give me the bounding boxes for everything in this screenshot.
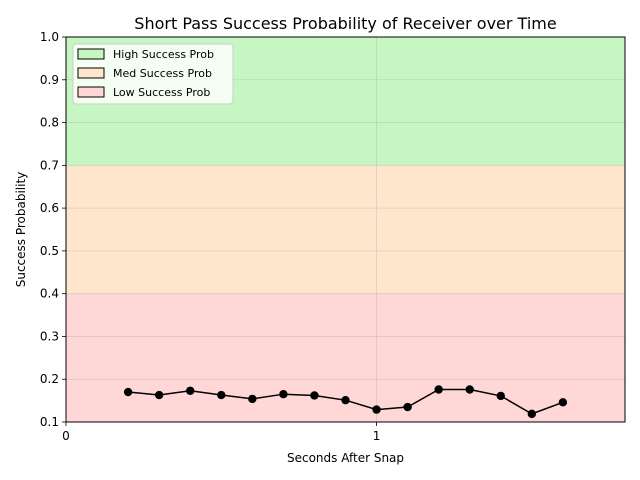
x-tick-label: 1 <box>373 429 381 443</box>
data-point <box>123 387 133 397</box>
y-tick-label: 0.9 <box>40 73 59 87</box>
data-point <box>310 391 319 400</box>
y-axis-label: Success Probability <box>14 172 28 288</box>
band-1 <box>66 165 625 294</box>
legend-label: Med Success Prob <box>113 67 212 80</box>
legend-swatch <box>77 86 105 98</box>
series-layer <box>123 385 568 419</box>
plot-frame <box>65 36 626 423</box>
data-point <box>248 394 257 404</box>
legend-label: Low Success Prob <box>113 86 210 99</box>
x-axis-label: Seconds After Snap <box>287 451 404 465</box>
data-point <box>434 385 443 394</box>
y-axis: 0.1 0.2 0.3 0.4 0.5 0.6 0.7 0.8 0.9 1.0 <box>40 30 66 429</box>
chart-title: Short Pass Success Probability of Receiv… <box>134 14 556 33</box>
data-point <box>186 386 195 395</box>
data-point <box>558 398 568 407</box>
data-point <box>527 409 537 419</box>
y-tick-label: 0.7 <box>40 158 59 172</box>
data-point <box>465 385 474 394</box>
data-point <box>341 395 350 405</box>
x-tick-label: 0 <box>62 429 70 443</box>
legend-swatch <box>77 67 105 79</box>
data-point <box>372 405 381 414</box>
data-point <box>154 390 164 400</box>
legend: High Success Prob Med Success Prob Low Suc… <box>72 43 234 105</box>
y-tick-label: 0.5 <box>40 244 59 258</box>
y-tick-label: 1.0 <box>40 30 59 44</box>
legend-frame <box>72 43 234 105</box>
y-tick-label: 0.6 <box>40 201 59 215</box>
y-tick-label: 0.2 <box>40 372 59 386</box>
y-tick-label: 0.4 <box>40 287 59 301</box>
legend-swatch <box>77 48 105 60</box>
y-tick-label: 0.8 <box>40 116 59 130</box>
y-tick-label: 0.1 <box>40 415 59 429</box>
data-point <box>403 402 412 412</box>
data-point <box>217 390 226 400</box>
probability-bands <box>66 37 625 422</box>
data-point <box>279 389 288 399</box>
y-tick-label: 0.3 <box>40 329 59 343</box>
data-point <box>496 391 505 401</box>
legend-label: High Success Prob <box>113 48 214 61</box>
